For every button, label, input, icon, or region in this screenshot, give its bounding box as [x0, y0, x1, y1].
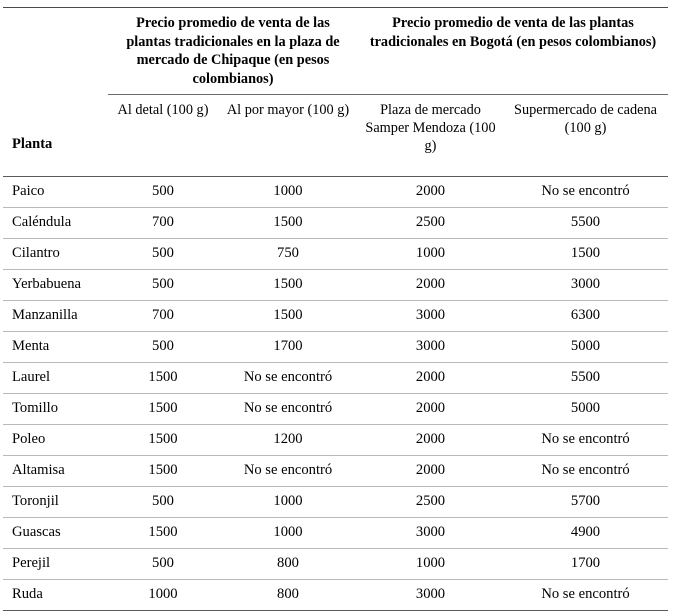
- cell-supermarket: No se encontró: [503, 424, 668, 457]
- cell-plant-name: Laurel: [3, 362, 108, 395]
- cell-plant-name: Altamisa: [3, 455, 108, 488]
- cell-plant-name: Poleo: [3, 424, 108, 457]
- cell-wholesale: No se encontró: [218, 362, 358, 395]
- cell-supermarket: 5000: [503, 393, 668, 426]
- cell-retail: 500: [108, 269, 218, 302]
- cell-wholesale: 1000: [218, 517, 358, 550]
- table-row: Caléndula 700 1500 2500 5500: [3, 207, 668, 240]
- cell-supermarket: 3000: [503, 269, 668, 302]
- cell-plant-name: Guascas: [3, 517, 108, 550]
- cell-retail: 500: [108, 548, 218, 581]
- column-header-plaza-samper-mendoza: Plaza de mercado Samper Mendoza (100 g): [358, 94, 503, 163]
- clipped-caption: [3, 582, 663, 590]
- cell-supermarket: No se encontró: [503, 455, 668, 488]
- column-subheader-row: Al detal (100 g) Al por mayor (100 g) Pl…: [3, 94, 668, 163]
- cell-supermarket: 5700: [503, 486, 668, 519]
- table-row: Tomillo 1500 No se encontró 2000 5000: [3, 393, 668, 426]
- cell-samper: 2000: [358, 393, 503, 426]
- cell-wholesale: 1200: [218, 424, 358, 457]
- cell-samper: 2000: [358, 455, 503, 488]
- cell-retail: 1500: [108, 517, 218, 550]
- cell-wholesale: No se encontró: [218, 455, 358, 488]
- cell-wholesale: 1000: [218, 177, 358, 209]
- table-row: Toronjil 500 1000 2500 5700: [3, 486, 668, 519]
- cell-supermarket: No se encontró: [503, 177, 668, 209]
- cell-wholesale: 1700: [218, 331, 358, 364]
- cell-retail: 700: [108, 207, 218, 240]
- cell-samper: 3000: [358, 300, 503, 333]
- cell-retail: 1500: [108, 362, 218, 395]
- cell-samper: 2000: [358, 424, 503, 457]
- table-row: Altamisa 1500 No se encontró 2000 No se enco…: [3, 455, 668, 488]
- column-header-planta: Planta: [12, 136, 53, 153]
- cell-wholesale: No se encontró: [218, 393, 358, 426]
- cell-wholesale: 1500: [218, 207, 358, 240]
- cell-retail: 500: [108, 177, 218, 209]
- cell-retail: 700: [108, 300, 218, 333]
- cell-plant-name: Perejil: [3, 548, 108, 581]
- table-body: Paico 500 1000 2000 No se encontró Caléndula 7…: [3, 177, 668, 611]
- header-body-rule: [3, 176, 668, 178]
- cell-plant-name: Toronjil: [3, 486, 108, 519]
- cell-retail: 1500: [108, 424, 218, 457]
- cell-supermarket: 4900: [503, 517, 668, 550]
- table-row: Manzanilla 700 1500 3000 6300: [3, 300, 668, 333]
- column-group-bogota: Precio promedio de venta de las plantas …: [369, 15, 657, 50]
- cell-plant-name: Manzanilla: [3, 300, 108, 333]
- cell-plant-name: Paico: [3, 177, 108, 209]
- cell-samper: 2500: [358, 486, 503, 519]
- cell-retail: 500: [108, 238, 218, 271]
- cell-supermarket: 5500: [503, 362, 668, 395]
- cell-samper: 2000: [358, 177, 503, 209]
- column-header-al-por-mayor: Al por mayor (100 g): [218, 94, 358, 163]
- table-row: Poleo 1500 1200 2000 No se encontró: [3, 424, 668, 457]
- cell-samper: 2000: [358, 362, 503, 395]
- cell-retail: 500: [108, 486, 218, 519]
- table-header: Planta Precio promedio de venta de las p…: [3, 7, 668, 178]
- cell-samper: 2000: [358, 269, 503, 302]
- cell-wholesale: 800: [218, 548, 358, 581]
- cell-wholesale: 1500: [218, 269, 358, 302]
- cell-supermarket: 6300: [503, 300, 668, 333]
- cell-wholesale: 1500: [218, 300, 358, 333]
- cell-samper: 2500: [358, 207, 503, 240]
- table-row: Laurel 1500 No se encontró 2000 5500: [3, 362, 668, 395]
- cell-wholesale: 750: [218, 238, 358, 271]
- cell-plant-name: Menta: [3, 331, 108, 364]
- cell-retail: 500: [108, 331, 218, 364]
- table-row: Cilantro 500 750 1000 1500: [3, 238, 668, 271]
- cell-retail: 1500: [108, 455, 218, 488]
- cell-supermarket: 5000: [503, 331, 668, 364]
- cell-plant-name: Tomillo: [3, 393, 108, 426]
- table-row: Perejil 500 800 1000 1700: [3, 548, 668, 581]
- column-group-chipaque: Precio promedio de venta de las plantas …: [126, 15, 340, 87]
- cell-supermarket: 1700: [503, 548, 668, 581]
- table-row: Guascas 1500 1000 3000 4900: [3, 517, 668, 550]
- cell-retail: 1500: [108, 393, 218, 426]
- price-table: Planta Precio promedio de venta de las p…: [3, 7, 668, 611]
- cell-samper: 1000: [358, 548, 503, 581]
- cell-plant-name: Yerbabuena: [3, 269, 108, 302]
- cell-wholesale: 1000: [218, 486, 358, 519]
- table-top-rule: [3, 7, 668, 8]
- table-row: Yerbabuena 500 1500 2000 3000: [3, 269, 668, 302]
- header-spacer: [3, 162, 668, 177]
- table-sheet: Planta Precio promedio de venta de las p…: [3, 7, 668, 611]
- cell-samper: 3000: [358, 331, 503, 364]
- cell-supermarket: 5500: [503, 207, 668, 240]
- cell-samper: 3000: [358, 517, 503, 550]
- cell-plant-name: Caléndula: [3, 207, 108, 240]
- column-header-al-detal: Al detal (100 g): [108, 94, 218, 163]
- cell-plant-name: Cilantro: [3, 238, 108, 271]
- cell-samper: 1000: [358, 238, 503, 271]
- table-row: Menta 500 1700 3000 5000: [3, 331, 668, 364]
- table-row: Paico 500 1000 2000 No se encontró: [3, 177, 668, 209]
- cell-supermarket: 1500: [503, 238, 668, 271]
- column-header-supermercado-cadena: Supermercado de cadena (100 g): [503, 94, 668, 163]
- column-group-header-row: Planta Precio promedio de venta de las p…: [3, 8, 668, 152]
